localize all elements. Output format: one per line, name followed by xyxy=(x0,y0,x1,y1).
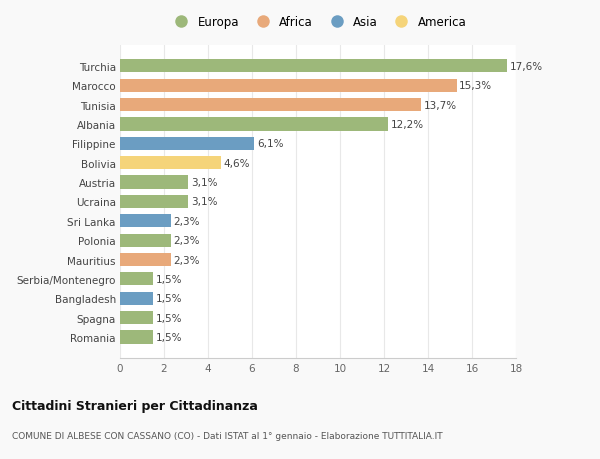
Bar xyxy=(120,196,188,208)
Text: 3,1%: 3,1% xyxy=(191,178,217,188)
Text: 2,3%: 2,3% xyxy=(173,235,200,246)
Bar xyxy=(120,79,457,93)
Bar xyxy=(120,157,221,170)
Text: 15,3%: 15,3% xyxy=(459,81,493,91)
Text: COMUNE DI ALBESE CON CASSANO (CO) - Dati ISTAT al 1° gennaio - Elaborazione TUTT: COMUNE DI ALBESE CON CASSANO (CO) - Dati… xyxy=(12,431,443,441)
Text: 4,6%: 4,6% xyxy=(224,158,250,168)
Bar xyxy=(120,253,170,267)
Text: 1,5%: 1,5% xyxy=(155,274,182,284)
Bar xyxy=(120,330,153,344)
Bar xyxy=(120,292,153,305)
Bar xyxy=(120,273,153,286)
Text: Cittadini Stranieri per Cittadinanza: Cittadini Stranieri per Cittadinanza xyxy=(12,399,258,412)
Text: 2,3%: 2,3% xyxy=(173,216,200,226)
Bar xyxy=(120,176,188,189)
Text: 1,5%: 1,5% xyxy=(155,294,182,303)
Text: 6,1%: 6,1% xyxy=(257,139,283,149)
Bar xyxy=(120,118,388,131)
Text: 13,7%: 13,7% xyxy=(424,101,457,110)
Text: 2,3%: 2,3% xyxy=(173,255,200,265)
Bar xyxy=(120,60,507,73)
Bar xyxy=(120,215,170,228)
Text: 1,5%: 1,5% xyxy=(155,332,182,342)
Text: 3,1%: 3,1% xyxy=(191,197,217,207)
Bar xyxy=(120,234,170,247)
Text: 17,6%: 17,6% xyxy=(510,62,543,72)
Text: 1,5%: 1,5% xyxy=(155,313,182,323)
Bar xyxy=(120,137,254,151)
Bar xyxy=(120,311,153,325)
Bar xyxy=(120,99,421,112)
Legend: Europa, Africa, Asia, America: Europa, Africa, Asia, America xyxy=(164,11,472,34)
Text: 12,2%: 12,2% xyxy=(391,120,424,129)
